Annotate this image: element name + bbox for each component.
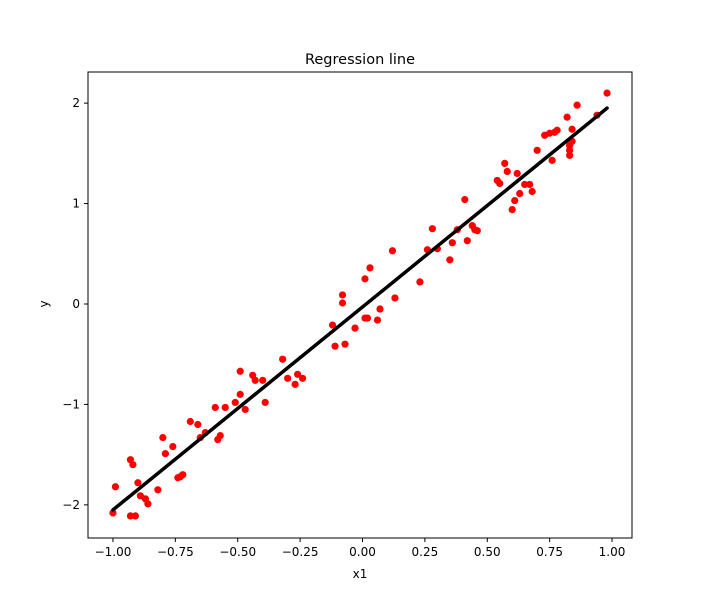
scatter-point [144,500,152,508]
scatter-point [526,180,534,189]
scatter-point [221,403,229,412]
regression-line [111,106,609,512]
x-tick-label: −1.00 [95,545,132,559]
scatter-point [573,101,581,109]
scatter-point [516,189,524,198]
scatter-point [154,486,162,494]
scatter-point [131,512,140,520]
scatter-point [548,156,556,164]
scatter-point [603,89,611,97]
scatter-point [448,239,456,247]
x-axis-label: x1 [353,567,368,581]
scatter-point [341,340,349,348]
scatter-point [161,450,169,458]
scatter-point [388,247,397,255]
scatter-point [533,146,541,154]
scatter-point [473,227,481,235]
scatter-point [373,316,382,324]
y-tick-label: 2 [72,96,80,110]
scatter-point [179,471,187,479]
scatter-point [109,509,117,517]
scatter-point [111,483,120,491]
axes-frame [87,71,633,539]
scatter-point [134,479,142,487]
scatter-point [194,420,202,429]
scatter-point [446,256,454,264]
scatter-point [416,278,424,286]
x-tick-label: 1.00 [599,545,626,559]
scatter-point [511,196,519,205]
scatter-point [241,405,249,414]
scatter-point [291,380,299,388]
scatter-point [294,370,302,378]
scatter-point [391,294,399,302]
x-tick-label: −0.75 [157,545,194,559]
scatter-point [351,324,359,332]
scatter-point [338,299,347,307]
y-tick-label: 1 [72,197,80,211]
scatter-point [328,321,337,329]
scatter-point [261,398,269,407]
scatter-point [216,431,224,440]
scatter-point [129,461,137,469]
scatter-point [231,398,239,407]
scatter-point [361,275,369,283]
scatter-point [259,376,267,384]
scatter-point [463,237,471,245]
y-axis-ticks: −2 −1 0 1 2 [62,96,88,512]
scatter-point [563,113,571,121]
y-axis-label: y [37,300,51,307]
scatter-point [528,187,536,196]
scatter-point [126,512,135,520]
scatter-point [169,443,177,451]
scatter-point [513,169,521,178]
scatter-point [566,151,574,159]
scatter-point [568,125,576,133]
scatter-point [331,342,339,350]
scatter-point [366,264,374,272]
x-tick-label: 0.50 [474,545,501,559]
scatter-point [566,146,574,154]
scatter-point [251,376,259,384]
scatter-point [159,433,167,442]
scatter-point [279,355,287,363]
scatter-point [363,314,372,322]
scatter-point [496,179,504,188]
scatter-point [461,195,469,204]
chart-marks [109,89,611,520]
x-tick-label: −0.50 [219,545,256,559]
y-tick-label: −2 [62,498,80,512]
scatter-point [186,417,194,426]
scatter-point [503,167,511,176]
scatter-point [376,305,384,313]
y-tick-label: −1 [62,397,80,411]
x-tick-label: −0.25 [282,545,319,559]
scatter-point [211,403,219,412]
scatter-point [236,367,244,375]
scatter-point [553,126,561,134]
chart-title: Regression line [305,52,415,68]
scatter-point [284,374,292,382]
scatter-point [428,225,436,233]
scatter-point [299,374,307,382]
scatter-point [501,159,509,167]
scatter-point [521,180,529,189]
x-tick-label: 0.25 [412,545,439,559]
y-tick-label: 0 [72,297,80,311]
x-tick-label: 0.00 [349,545,376,559]
scatter-point [338,291,347,299]
x-tick-label: 0.75 [536,545,563,559]
scatter-point [508,205,516,214]
x-axis-ticks: −1.00 −0.75 −0.50 −0.25 0.00 0.25 0.50 0.75 1.00 [95,538,626,559]
scatter-point [236,390,244,398]
